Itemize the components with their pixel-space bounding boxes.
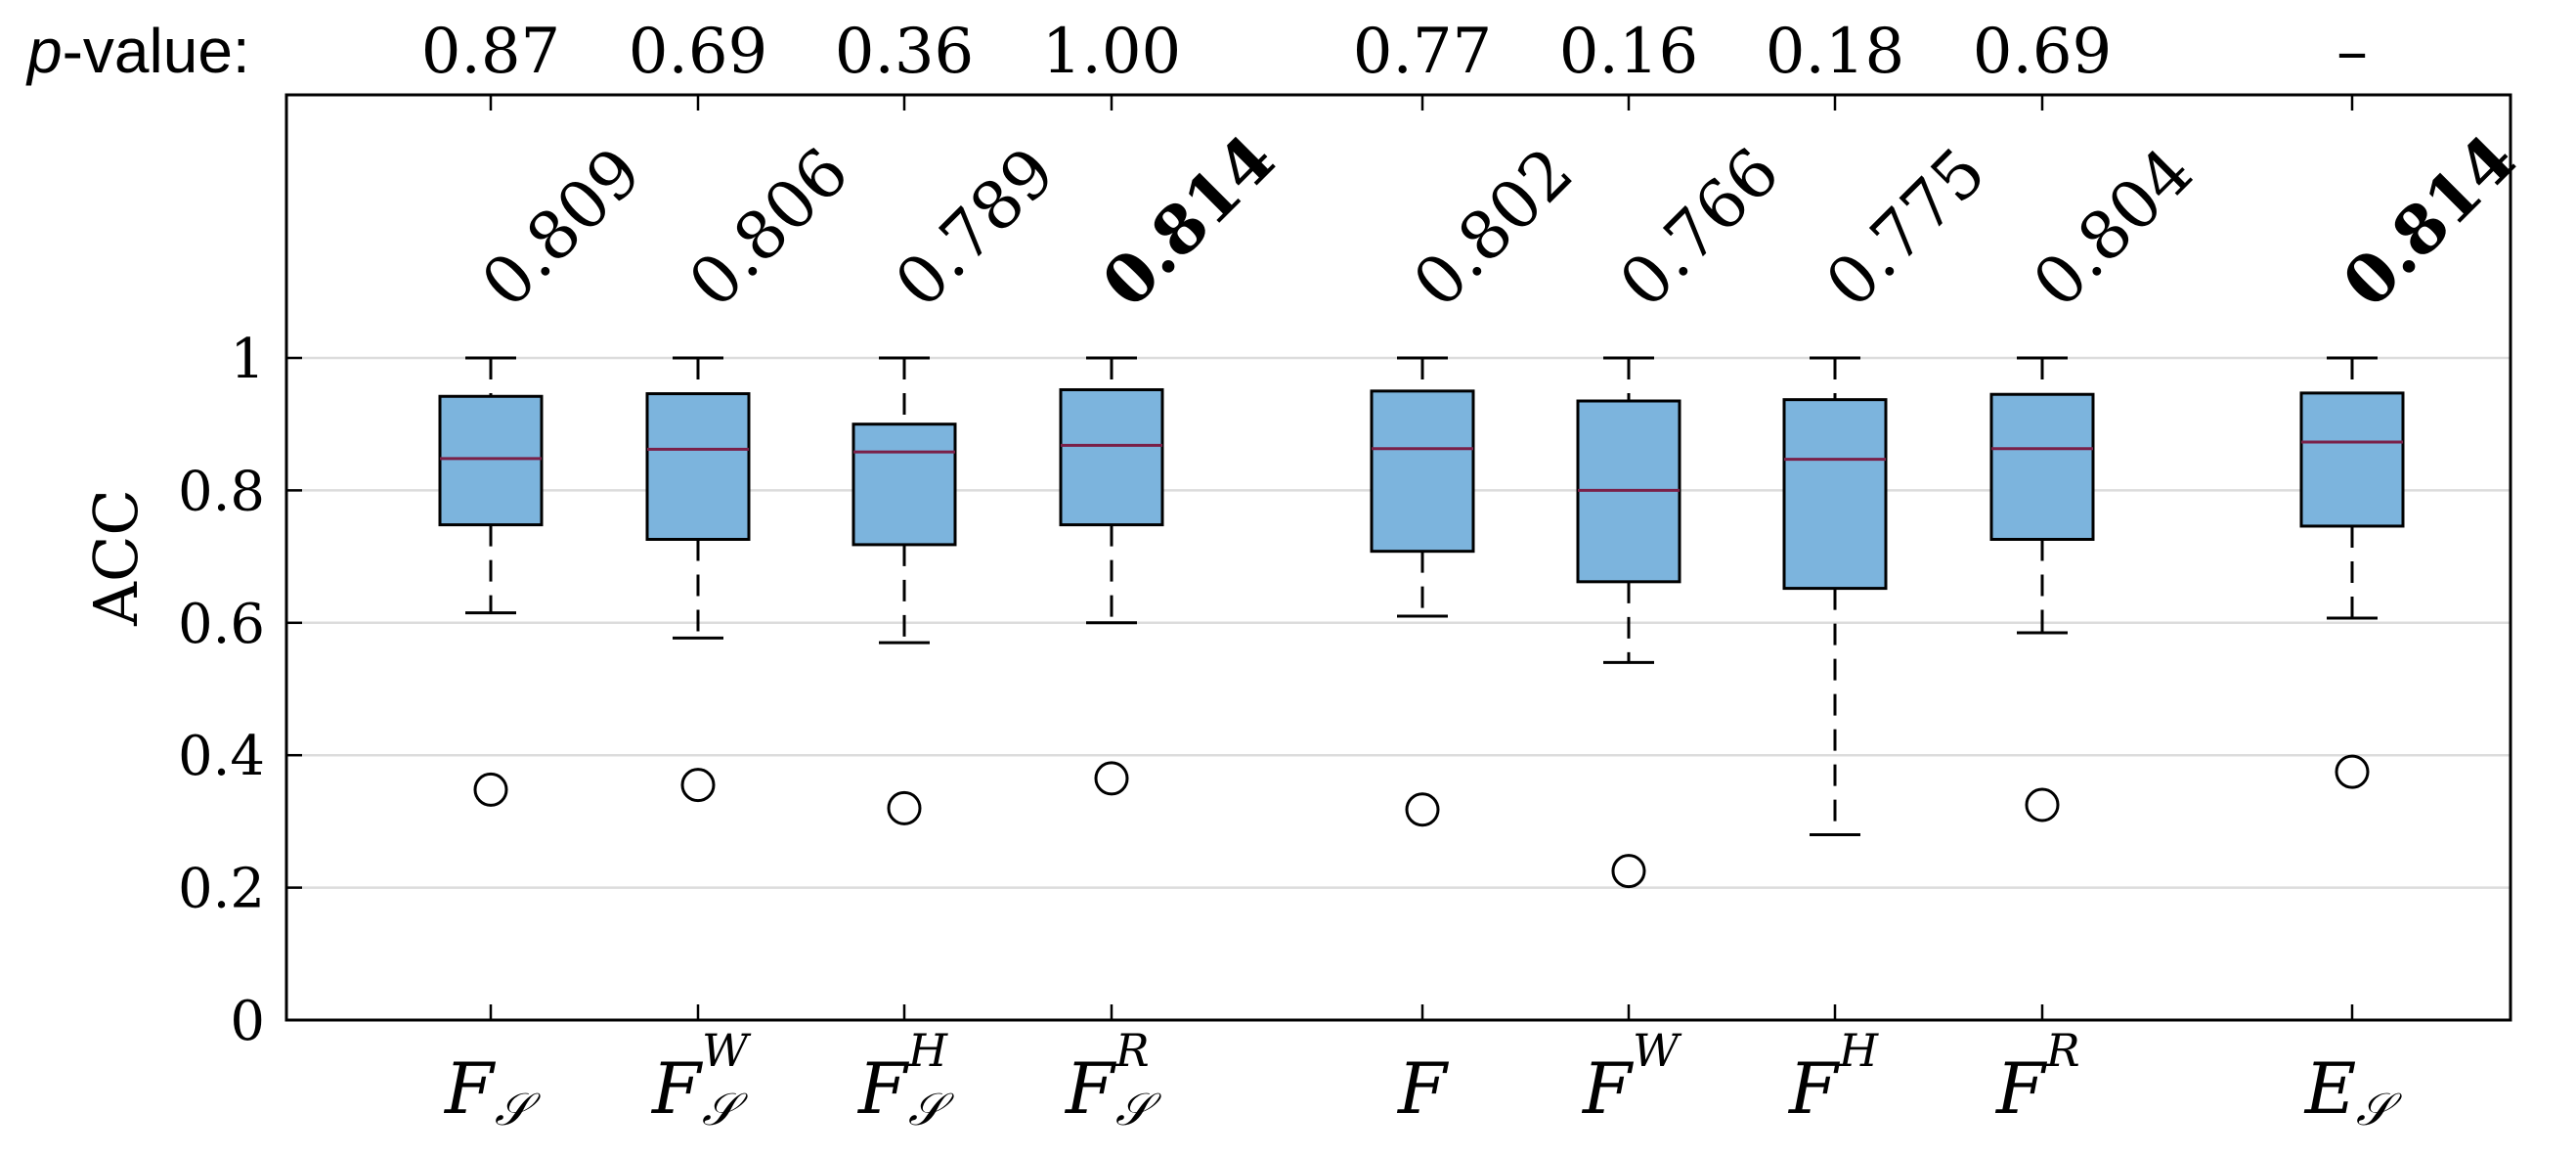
x-tick-label-FW: F bbox=[1581, 1047, 1635, 1130]
y-tick-label: 1 bbox=[230, 328, 265, 391]
outlier-point-FSH bbox=[887, 790, 922, 825]
outlier-point-FSR bbox=[1094, 761, 1129, 796]
pvalue-FR: 0.69 bbox=[1973, 16, 2113, 88]
x-tick-label-sup-FW: W bbox=[1633, 1024, 1682, 1077]
pvalue-F: 0.77 bbox=[1353, 16, 1493, 88]
pvalue-FSW: 0.69 bbox=[629, 16, 768, 88]
outlier-point-FW bbox=[1611, 854, 1646, 889]
pvalue-FW: 0.16 bbox=[1559, 16, 1699, 88]
box-ES bbox=[2299, 391, 2405, 528]
pvalue-ES: – bbox=[2336, 16, 2368, 88]
accuracy-label-ES: 0.814 bbox=[2328, 120, 2530, 323]
x-tick-label-ES: E bbox=[2303, 1047, 2357, 1130]
x-tick-label-FSH: F bbox=[856, 1047, 910, 1130]
x-tick-label-FSR: F bbox=[1064, 1047, 1117, 1130]
accuracy-label-FSR: 0.814 bbox=[1087, 120, 1289, 323]
accuracy-label-FH: 0.775 bbox=[1812, 134, 2001, 324]
outlier-point-F bbox=[1405, 792, 1440, 827]
box-FSR bbox=[1059, 387, 1164, 527]
x-tick-label-sub-FSH: 𝒮 bbox=[908, 1083, 954, 1135]
x-tick-label-sup-FSW: W bbox=[702, 1024, 752, 1077]
pvalue-label: p-value: bbox=[25, 16, 250, 86]
box-FSW bbox=[645, 392, 751, 541]
outlier-point-ES bbox=[2335, 754, 2370, 789]
x-tick-label-sup-FR: R bbox=[2045, 1024, 2080, 1077]
axis-layer: 0 0.2 0.4 0.6 0.8 1 ACC bbox=[80, 93, 2512, 1053]
x-tick-label-F: F bbox=[1396, 1047, 1450, 1130]
x-tick-label-sub-FSR: 𝒮 bbox=[1115, 1083, 1161, 1135]
pvalue-FS: 0.87 bbox=[421, 16, 561, 88]
accuracy-label-FR: 0.804 bbox=[2019, 134, 2208, 324]
x-tick-label-FSW: F bbox=[650, 1047, 704, 1130]
outlier-point-FS bbox=[473, 772, 508, 807]
y-tick-label: 0.4 bbox=[178, 725, 265, 788]
accuracy-label-F: 0.802 bbox=[1399, 134, 1589, 324]
pvalue-FSR: 1.00 bbox=[1042, 16, 1182, 88]
box-FR bbox=[1989, 392, 2095, 541]
y-tick-label: 0 bbox=[230, 990, 265, 1053]
box-FS bbox=[438, 394, 544, 527]
x-tick-label-sub-ES: 𝒮 bbox=[2356, 1083, 2402, 1135]
accuracy-label-FSH: 0.789 bbox=[881, 134, 1070, 324]
y-tick-label: 0.2 bbox=[178, 858, 265, 921]
box-F bbox=[1370, 389, 1475, 554]
x-tick-label-sup-FH: H bbox=[1838, 1024, 1879, 1077]
x-tick-label-FR: F bbox=[1994, 1047, 2048, 1130]
box-FH bbox=[1782, 398, 1888, 591]
y-axis-label: ACC bbox=[80, 489, 152, 627]
x-tick-label-FH: F bbox=[1787, 1047, 1841, 1130]
x-tick-label-sup-FSH: H bbox=[907, 1024, 948, 1077]
outlier-point-FSW bbox=[680, 768, 716, 803]
accuracy-label-FSW: 0.806 bbox=[675, 134, 864, 324]
outlier-point-FR bbox=[2025, 787, 2060, 823]
box-FSH bbox=[851, 422, 957, 547]
box-layer bbox=[438, 356, 2405, 889]
accuracy-label-FW: 0.766 bbox=[1605, 134, 1795, 324]
accuracy-label-FS: 0.809 bbox=[467, 134, 657, 324]
x-tick-label-sub-FS: 𝒮 bbox=[495, 1083, 541, 1135]
pvalue-FH: 0.18 bbox=[1766, 16, 1905, 88]
y-tick-label: 0.6 bbox=[178, 593, 265, 656]
x-tick-label-sub-FSW: 𝒮 bbox=[702, 1083, 748, 1135]
y-tick-label: 0.8 bbox=[178, 460, 265, 523]
x-tick-label-sup-FSR: R bbox=[1114, 1024, 1150, 1077]
plot-frame bbox=[284, 93, 2512, 1022]
pvalue-FSH: 0.36 bbox=[835, 16, 975, 88]
x-tick-label-FS: F bbox=[443, 1047, 497, 1130]
